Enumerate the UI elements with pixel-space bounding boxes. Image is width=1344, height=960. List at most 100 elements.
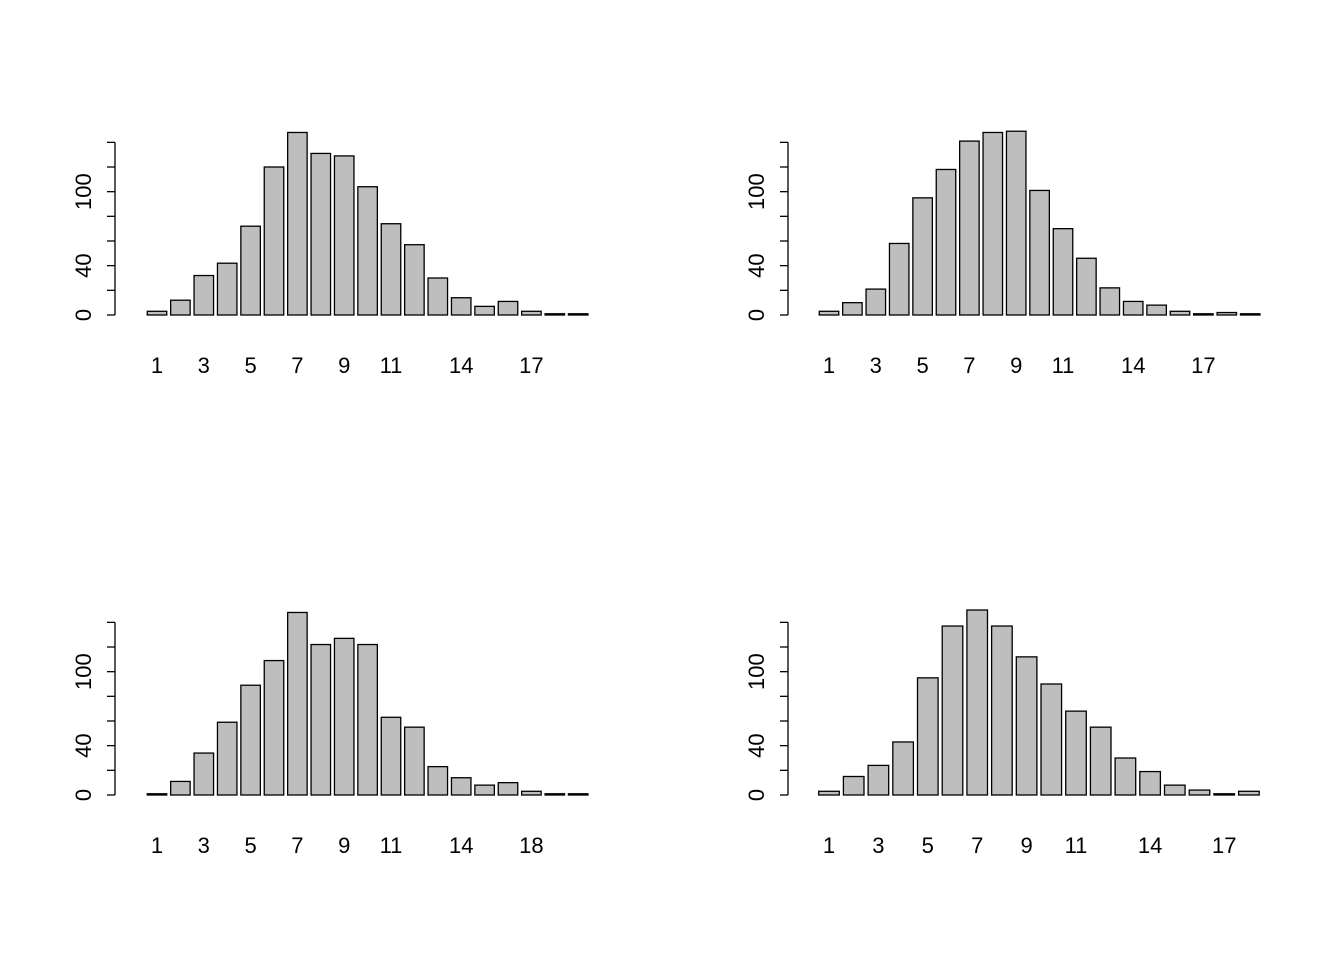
bar [990, 625, 1013, 796]
x-tick-label: 11 [380, 353, 403, 378]
x-tick-label: 9 [1010, 353, 1022, 378]
bar [380, 223, 402, 316]
bar [912, 197, 933, 316]
bar [1216, 311, 1238, 316]
y-tick-label: 0 [744, 309, 769, 321]
bar [1237, 790, 1260, 796]
bar [935, 168, 957, 316]
bar [1213, 793, 1236, 796]
bar [867, 764, 890, 796]
bar [818, 790, 840, 796]
bar [1065, 710, 1087, 796]
bar [1122, 300, 1144, 316]
x-tick-label: 7 [291, 353, 303, 378]
bar [567, 313, 589, 316]
y-tick-label: 0 [71, 789, 96, 801]
bar [916, 677, 939, 796]
bar [982, 131, 1004, 316]
bar [544, 793, 566, 796]
bar [216, 721, 238, 796]
bar [169, 780, 191, 796]
bar [959, 140, 980, 316]
bar [146, 793, 168, 796]
y-tick-label: 40 [744, 253, 769, 277]
bar [240, 225, 262, 316]
y-tick-label: 40 [71, 733, 96, 757]
x-tick-label: 9 [1020, 833, 1032, 858]
bar [1114, 757, 1137, 796]
bar [818, 310, 840, 316]
bar [1169, 310, 1191, 316]
bar [427, 277, 449, 316]
bar [380, 716, 402, 796]
bar [966, 609, 989, 796]
bar [842, 775, 865, 796]
x-tick-label: 3 [872, 833, 884, 858]
bar [1029, 189, 1050, 316]
bar [403, 244, 425, 316]
x-tick-label: 14 [449, 353, 473, 378]
bar [263, 166, 285, 316]
bar [1015, 656, 1038, 796]
bar [474, 305, 496, 316]
x-tick-label: 3 [198, 833, 210, 858]
x-tick-label: 11 [380, 833, 403, 858]
bar [521, 310, 542, 316]
bar [310, 152, 332, 316]
y-tick-label: 100 [744, 173, 769, 210]
bar [1052, 228, 1074, 316]
x-tick-label: 9 [338, 353, 350, 378]
bar [403, 726, 425, 796]
bar [1193, 313, 1214, 316]
bar [333, 155, 355, 316]
bar [1239, 313, 1261, 316]
bar [286, 131, 308, 316]
x-tick-label: 9 [338, 833, 350, 858]
bar [497, 782, 519, 796]
y-tick-label: 0 [71, 309, 96, 321]
x-tick-label: 14 [449, 833, 473, 858]
bar [1099, 287, 1121, 316]
bar [865, 288, 887, 316]
bar [286, 611, 308, 796]
y-tick-label: 100 [744, 653, 769, 690]
bar [263, 659, 285, 796]
bar [1163, 784, 1186, 796]
bar [427, 765, 449, 796]
x-tick-label: 5 [922, 833, 934, 858]
x-tick-label: 17 [1191, 353, 1215, 378]
x-tick-label: 14 [1121, 353, 1145, 378]
bar [567, 793, 589, 796]
bar [450, 297, 472, 316]
bar [1040, 683, 1063, 796]
x-tick-label: 1 [151, 833, 163, 858]
x-tick-label: 11 [1052, 353, 1075, 378]
bar [1005, 130, 1027, 316]
x-tick-label: 18 [519, 833, 543, 858]
bar [892, 741, 915, 796]
bar [544, 313, 566, 316]
x-tick-label: 17 [519, 353, 543, 378]
bar [474, 784, 496, 796]
x-tick-label: 5 [244, 833, 256, 858]
x-tick-label: 1 [823, 833, 835, 858]
x-tick-label: 3 [198, 353, 210, 378]
bar [240, 684, 262, 796]
x-tick-label: 7 [291, 833, 303, 858]
bar [450, 777, 472, 796]
y-tick-label: 0 [744, 789, 769, 801]
x-tick-label: 7 [963, 353, 975, 378]
x-tick-label: 1 [823, 353, 835, 378]
y-tick-label: 100 [71, 653, 96, 690]
x-tick-label: 5 [916, 353, 928, 378]
bar [357, 186, 379, 316]
x-tick-label: 17 [1212, 833, 1236, 858]
bar [193, 274, 215, 316]
bar [357, 643, 379, 796]
bar [1188, 789, 1211, 796]
bar [216, 262, 238, 316]
bar [333, 637, 355, 796]
x-tick-label: 11 [1065, 833, 1088, 858]
bar [521, 790, 542, 796]
